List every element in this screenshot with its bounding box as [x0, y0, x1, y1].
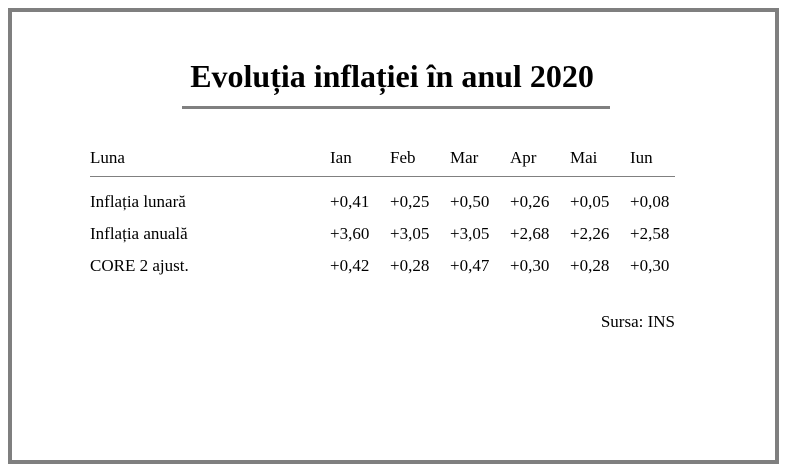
row-label: Inflația anuală — [90, 224, 188, 243]
table-cell: +0,42 — [330, 256, 370, 275]
table-cell: +2,68 — [510, 224, 550, 243]
header-month-apr: Apr — [510, 140, 570, 177]
table-cell: +0,30 — [510, 256, 550, 275]
table-row-annual-inflation: Inflația anuală +3,60 +3,05 +3,05 +2,68 … — [90, 218, 675, 250]
table-cell: +0,41 — [330, 192, 370, 211]
table-cell: +2,58 — [630, 224, 670, 243]
header-month-feb: Feb — [390, 140, 450, 177]
table-row-core2: CORE 2 ajust. +0,42 +0,28 +0,47 +0,30 +0… — [90, 250, 675, 282]
header-month-mar: Mar — [450, 140, 510, 177]
table-row-monthly-inflation: Inflația lunară +0,41 +0,25 +0,50 +0,26 … — [90, 177, 675, 219]
table-header-row: Luna Ian Feb Mar Apr Mai Iun — [90, 140, 675, 177]
table-cell: +0,25 — [390, 192, 430, 211]
header-label: Luna — [90, 140, 330, 177]
table-cell: +3,05 — [450, 224, 490, 243]
table-cell: +0,30 — [630, 256, 670, 275]
table-cell: +0,28 — [390, 256, 430, 275]
inflation-table: Luna Ian Feb Mar Apr Mai Iun Inflația lu… — [90, 140, 675, 282]
title-underline — [182, 106, 610, 109]
header-month-mai: Mai — [570, 140, 630, 177]
table-cell: +0,26 — [510, 192, 550, 211]
source-note: Sursa: INS — [600, 312, 675, 331]
row-label: CORE 2 ajust. — [90, 256, 189, 275]
table-cell: +0,05 — [570, 192, 610, 211]
figure-frame — [8, 8, 779, 464]
header-month-ian: Ian — [330, 140, 390, 177]
row-label: Inflația lunară — [90, 192, 186, 211]
table-cell: +0,28 — [570, 256, 610, 275]
table-cell: +0,08 — [630, 192, 670, 211]
table-cell: +0,47 — [450, 256, 490, 275]
table-cell: +2,26 — [570, 224, 610, 243]
table-cell: +3,05 — [390, 224, 430, 243]
header-month-iun: Iun — [630, 140, 675, 177]
table-cell: +3,60 — [330, 224, 370, 243]
table-cell: +0,50 — [450, 192, 490, 211]
figure-title: Evoluția inflației în anul 2020 — [190, 58, 594, 94]
